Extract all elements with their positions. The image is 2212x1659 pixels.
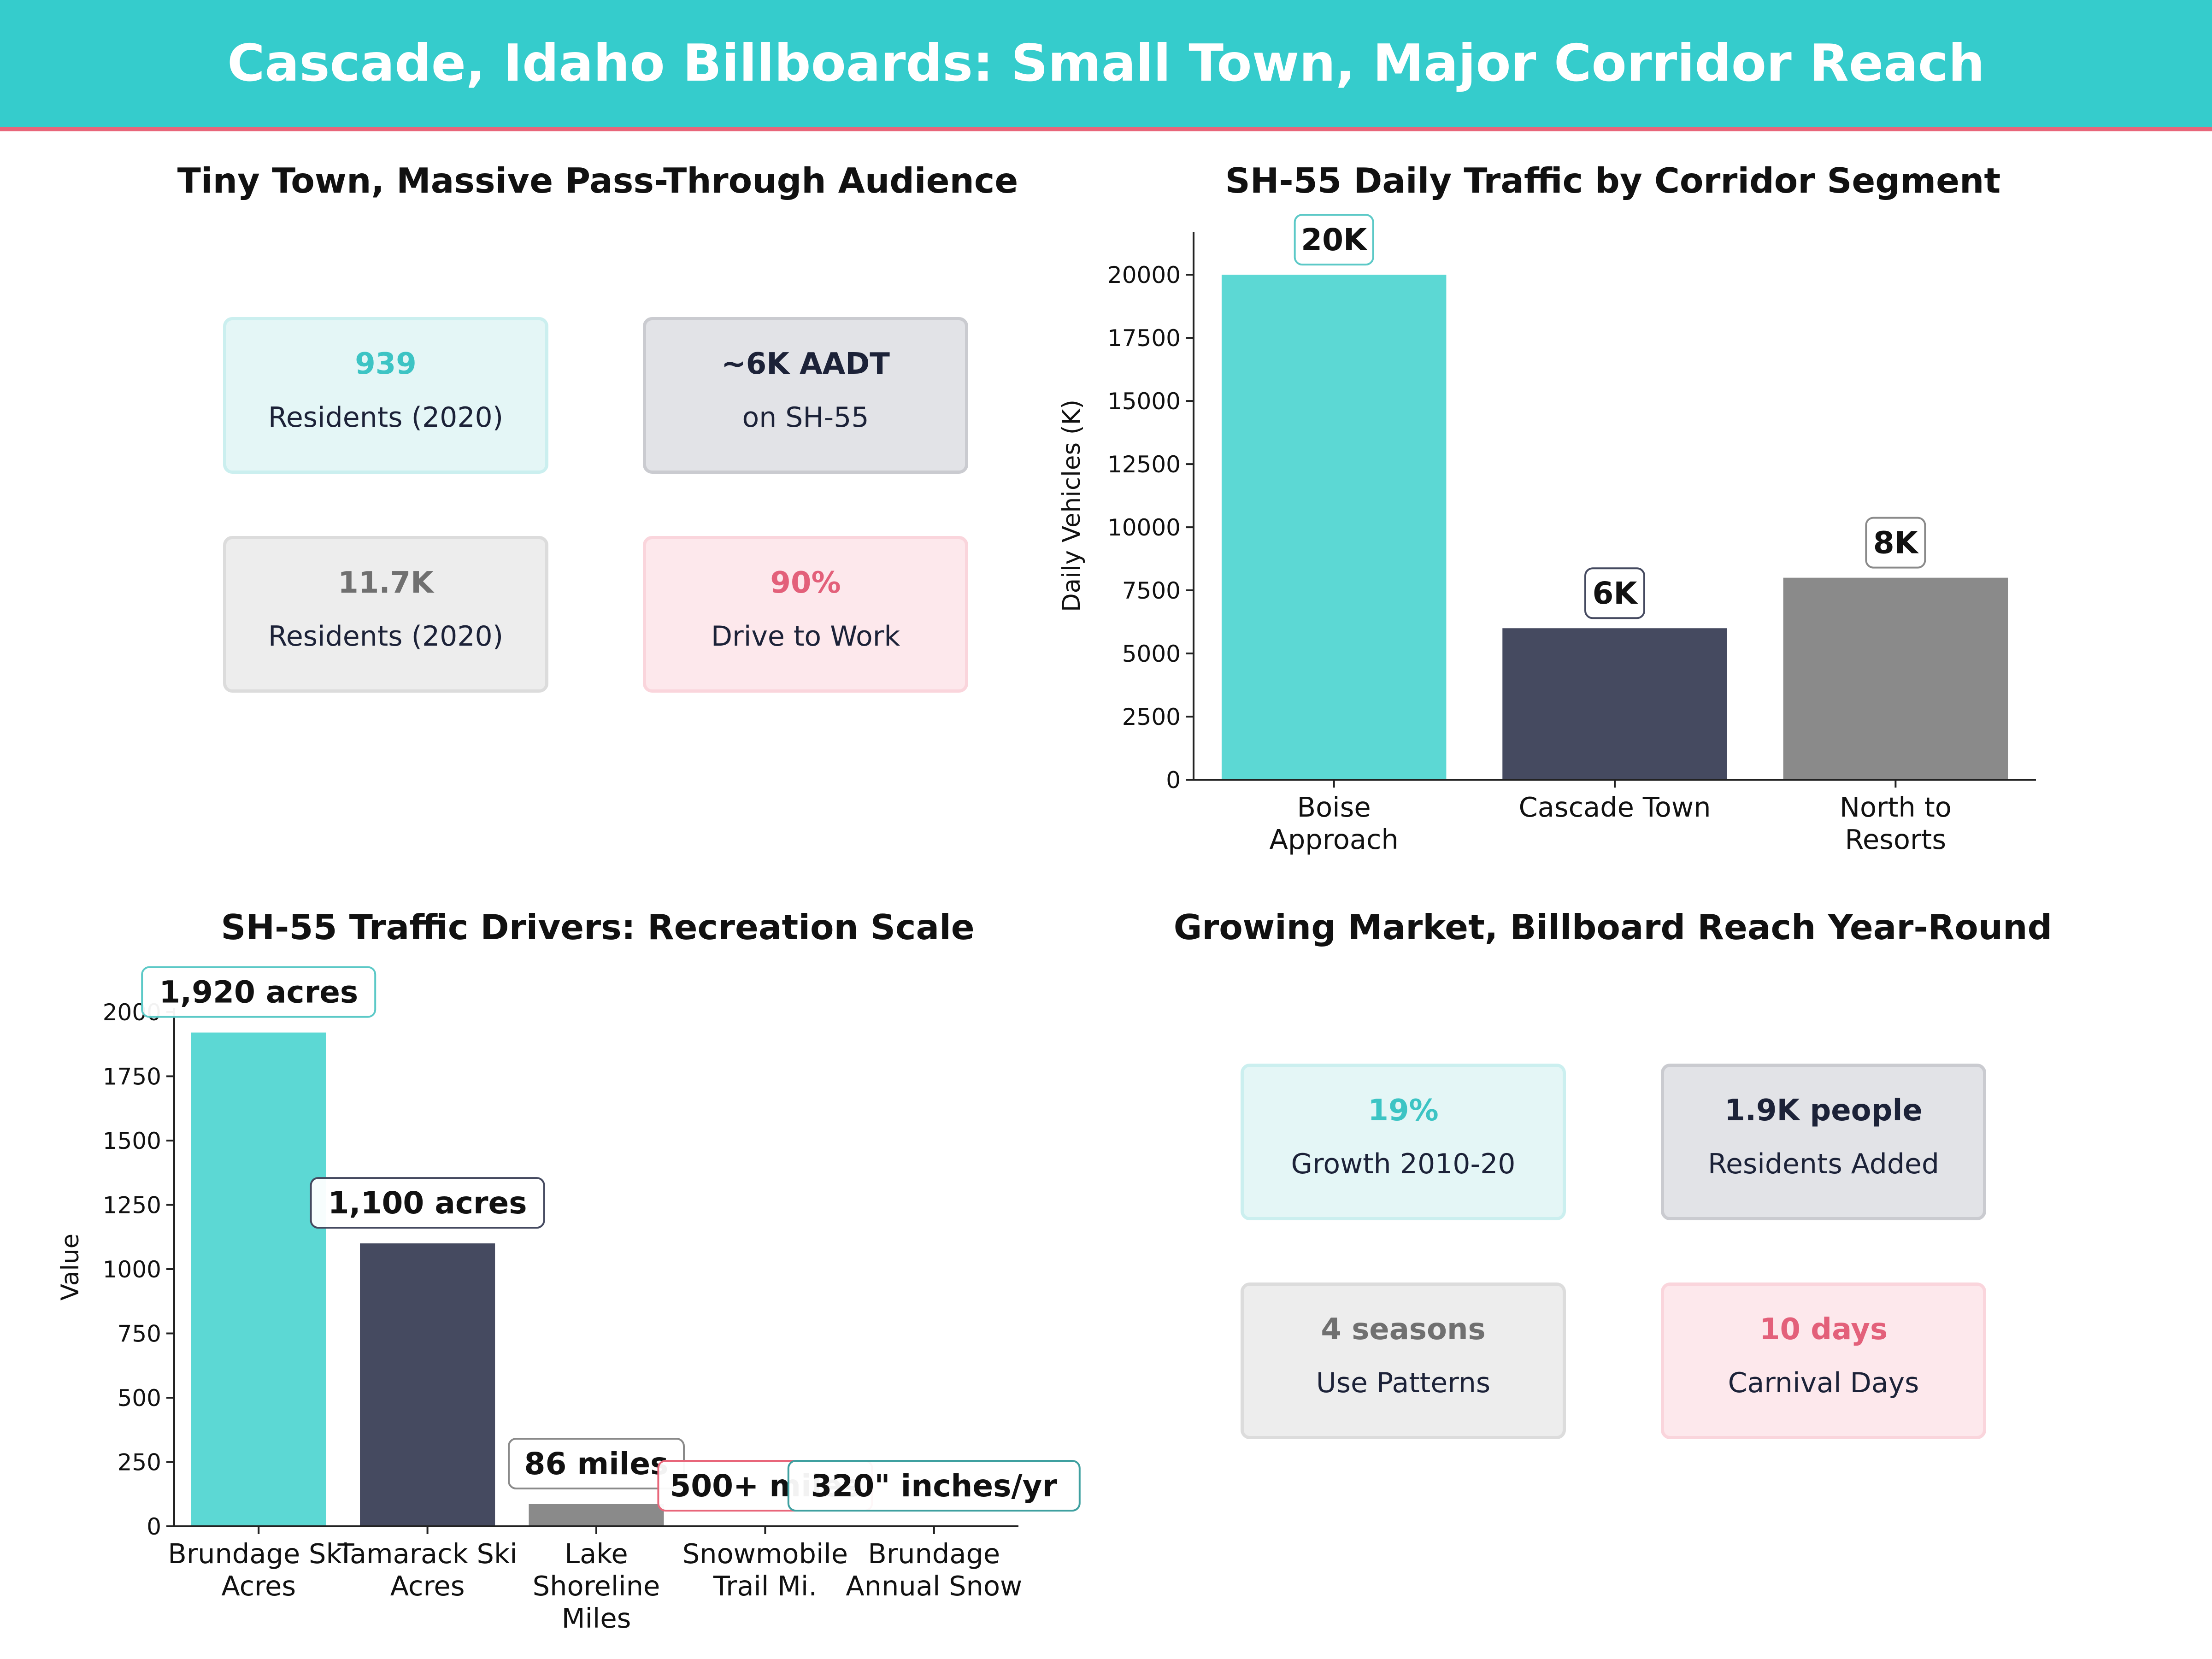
y-tick-label: 0: [1166, 767, 1181, 794]
y-tick-label: 1000: [103, 1256, 161, 1283]
data-label: 8K: [1873, 525, 1919, 561]
y-tick-label: 750: [118, 1320, 161, 1347]
bar: [1221, 275, 1447, 780]
chart-title-traffic: SH-55 Daily Traffic by Corridor Segment: [1225, 160, 2001, 201]
bar: [1502, 628, 1727, 780]
bar: [191, 1032, 326, 1526]
stat-label: Carnival Days: [1728, 1367, 1919, 1399]
x-tick-label: Lake Shoreline Miles: [533, 1538, 660, 1634]
y-tick-label: 10000: [1107, 514, 1181, 541]
x-tick-label: Brundage Annual Snow: [846, 1538, 1022, 1602]
stat-label: Residents (2020): [268, 620, 504, 653]
data-label-box: [657, 1460, 873, 1512]
y-tick-label: 2500: [1122, 704, 1181, 730]
data-label: 1,920 acres: [159, 975, 358, 1010]
data-label: 6K: [1592, 576, 1638, 611]
page-title: Cascade, Idaho Billboards: Small Town, M…: [227, 34, 1985, 93]
stat-value: 90%: [770, 566, 841, 600]
data-label-box: [1584, 567, 1645, 619]
y-tick-label: 250: [118, 1449, 161, 1476]
growth-stat-card: 19% Growth 2010-20: [1241, 1064, 1566, 1220]
x-tick-label: Brundage Ski Acres: [168, 1538, 349, 1602]
panel-title-audience: Tiny Town, Massive Pass-Through Audience: [177, 160, 1018, 201]
stat-label: Drive to Work: [711, 620, 900, 653]
y-tick-label: 500: [118, 1385, 161, 1412]
x-tick-label: Tamarack Ski Acres: [337, 1538, 518, 1602]
y-tick-label: 20000: [1107, 262, 1181, 288]
chart-title-recreation: SH-55 Traffic Drivers: Recreation Scale: [221, 907, 975, 947]
y-tick-label: 15000: [1107, 388, 1181, 415]
growth-stat-card: 1.9K people Residents Added: [1661, 1064, 1986, 1220]
growth-stat-card: 10 days Carnival Days: [1661, 1282, 1986, 1439]
data-label-box: [1865, 517, 1926, 569]
stat-value: 4 seasons: [1321, 1312, 1486, 1347]
data-label: 500+ miles: [670, 1468, 860, 1504]
stat-label: Residents (2020): [268, 401, 504, 434]
y-tick-label: 1500: [103, 1128, 161, 1154]
bar: [360, 1243, 495, 1526]
data-label: 1,100 acres: [328, 1185, 527, 1221]
y-tick-label: 2000: [103, 999, 161, 1026]
x-tick-label: Snowmobile Trail Mi.: [682, 1538, 848, 1602]
audience-stat-card: 11.7K Residents (2020): [223, 536, 548, 693]
header-banner: Cascade, Idaho Billboards: Small Town, M…: [0, 0, 2212, 131]
x-tick-label: Cascade Town: [1519, 791, 1711, 823]
y-tick-label: 17500: [1107, 325, 1181, 352]
panel-title-growth: Growing Market, Billboard Reach Year-Rou…: [1173, 907, 2053, 947]
y-axis-label: Daily Vehicles (K): [1058, 400, 1086, 612]
x-tick-label: Boise Approach: [1270, 791, 1399, 855]
data-label-box: [787, 1460, 1081, 1512]
data-label-box: [310, 1177, 545, 1229]
y-tick-label: 5000: [1122, 641, 1181, 667]
y-axis-label: Value: [56, 1234, 84, 1301]
stat-value: 11.7K: [338, 566, 434, 600]
stat-label: Residents Added: [1708, 1148, 1939, 1180]
y-tick-label: 12500: [1107, 451, 1181, 478]
data-label: 20K: [1301, 222, 1368, 258]
y-tick-label: 1250: [103, 1192, 161, 1218]
data-label: 86 miles: [524, 1446, 669, 1482]
bar: [1783, 577, 2008, 780]
y-tick-label: 1750: [103, 1063, 161, 1090]
data-label-box: [141, 966, 377, 1018]
growth-stat-card: 4 seasons Use Patterns: [1241, 1282, 1566, 1439]
stat-value: 10 days: [1759, 1312, 1888, 1347]
audience-stat-card: 90% Drive to Work: [643, 536, 968, 693]
y-tick-label: 7500: [1122, 577, 1181, 604]
stat-value: 939: [355, 347, 417, 381]
stat-label: Growth 2010-20: [1291, 1148, 1516, 1180]
y-tick-label: 0: [147, 1513, 161, 1540]
bar: [529, 1504, 664, 1526]
stat-value: ~6K AADT: [721, 347, 890, 381]
data-label: 320" inches/yr: [811, 1468, 1058, 1504]
audience-stat-card: ~6K AADT on SH-55: [643, 317, 968, 474]
stat-label: on SH-55: [742, 401, 869, 434]
data-label-box: [1294, 214, 1374, 266]
stat-value: 1.9K people: [1724, 1094, 1923, 1128]
audience-stat-card: 939 Residents (2020): [223, 317, 548, 474]
stat-value: 19%: [1368, 1094, 1439, 1128]
data-label-box: [508, 1438, 685, 1490]
x-tick-label: North to Resorts: [1840, 791, 1952, 855]
stat-label: Use Patterns: [1316, 1367, 1491, 1399]
